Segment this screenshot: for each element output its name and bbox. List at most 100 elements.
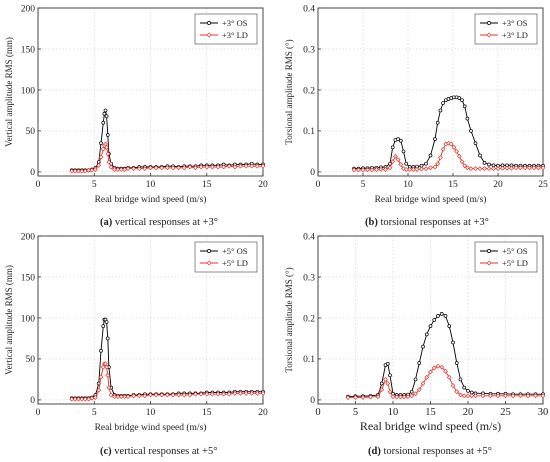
y-tick-label: 0 [310, 168, 315, 178]
data-point [478, 153, 482, 158]
data-point [379, 387, 385, 393]
data-point [390, 394, 396, 400]
data-point [193, 165, 198, 171]
data-point [238, 390, 243, 396]
data-point [92, 395, 98, 400]
data-point [411, 167, 416, 172]
data-point [462, 104, 467, 109]
data-point [383, 167, 388, 172]
data-point [176, 165, 182, 171]
y-tick-label: 0.1 [303, 127, 315, 137]
data-point [420, 381, 426, 386]
data-point [387, 389, 393, 395]
x-axis-label: Real bridge wind speed (m/s) [375, 194, 487, 205]
data-point [104, 144, 110, 150]
data-point [72, 168, 78, 174]
data-point [99, 141, 103, 146]
data-point [503, 393, 508, 399]
data-point [181, 392, 187, 398]
data-point [209, 164, 215, 170]
data-point [142, 166, 148, 172]
y-tick-label: 150 [21, 45, 36, 55]
data-point [439, 312, 444, 316]
data-point [215, 164, 221, 170]
y-tick-label: 100 [21, 314, 36, 324]
legend-label: +3° OS [502, 18, 528, 28]
data-point [428, 369, 433, 375]
data-point [431, 365, 437, 371]
data-point [533, 393, 538, 399]
data-point [108, 164, 114, 170]
data-point [72, 396, 78, 402]
data-point [238, 163, 243, 169]
data-point [98, 154, 104, 160]
data-point [125, 166, 131, 172]
caption-b: (b) torsional responses at +3° [365, 217, 489, 228]
x-tick-label: 15 [425, 407, 436, 418]
data-point [491, 166, 496, 172]
y-tick-label: 0.4 [303, 232, 315, 242]
data-point [232, 164, 238, 170]
data-point [96, 162, 102, 168]
legend-marker [206, 32, 212, 38]
data-point [513, 165, 519, 171]
data-point [104, 114, 109, 119]
data-point [469, 129, 473, 133]
data-point [401, 149, 406, 154]
data-point [105, 336, 110, 341]
data-point [398, 138, 403, 143]
data-point [76, 396, 81, 402]
data-point [105, 133, 110, 137]
data-point [102, 111, 107, 116]
data-point [465, 116, 470, 121]
legend: +5° OS +5° LD [194, 241, 258, 273]
data-point [105, 151, 111, 157]
data-point [413, 377, 418, 382]
data-point [221, 391, 227, 397]
data-point [443, 314, 448, 318]
data-point [106, 385, 112, 391]
data-point [148, 392, 153, 398]
data-point [432, 164, 438, 170]
data-point [468, 166, 474, 172]
x-axis-label: Real bridge wind speed (m/s) [95, 422, 207, 433]
data-point [419, 166, 424, 172]
data-point [409, 393, 415, 399]
caption-d-text: torsional responses at +5° [380, 446, 492, 457]
data-point [466, 389, 470, 393]
data-point [96, 387, 102, 393]
data-point [112, 394, 117, 400]
legend-label: +5° LD [222, 258, 248, 268]
y-tick-label: 0 [30, 396, 35, 406]
data-point [187, 164, 193, 170]
data-point [193, 391, 198, 397]
data-point [448, 141, 454, 147]
data-point [82, 396, 88, 402]
data-point [527, 165, 532, 171]
data-point [469, 393, 475, 399]
data-point [198, 164, 204, 170]
data-point [423, 166, 429, 172]
legend-label: +3° LD [502, 30, 528, 40]
x-tick-label: 20 [258, 180, 268, 190]
x-axis-label: Real bridge wind speed (m/s) [360, 419, 501, 433]
data-point [398, 162, 404, 167]
data-point [153, 392, 159, 398]
data-point [482, 161, 487, 165]
y-tick-label: 0.3 [303, 45, 315, 55]
data-point [482, 166, 487, 172]
data-point [115, 394, 121, 400]
x-tick-label: 0 [36, 180, 41, 190]
data-point [462, 385, 467, 390]
y-tick-label: 0.3 [303, 273, 315, 283]
data-point [249, 163, 255, 169]
y-axis-label: Torsional amplitude RMS (°) [284, 39, 294, 144]
data-point [495, 393, 501, 399]
legend-box [474, 13, 538, 45]
data-point [435, 120, 440, 125]
data-point [421, 344, 425, 349]
data-point [243, 163, 249, 169]
y-tick-label: 150 [21, 273, 36, 283]
x-tick-label: 20 [493, 180, 503, 190]
legend-marker [207, 21, 211, 25]
